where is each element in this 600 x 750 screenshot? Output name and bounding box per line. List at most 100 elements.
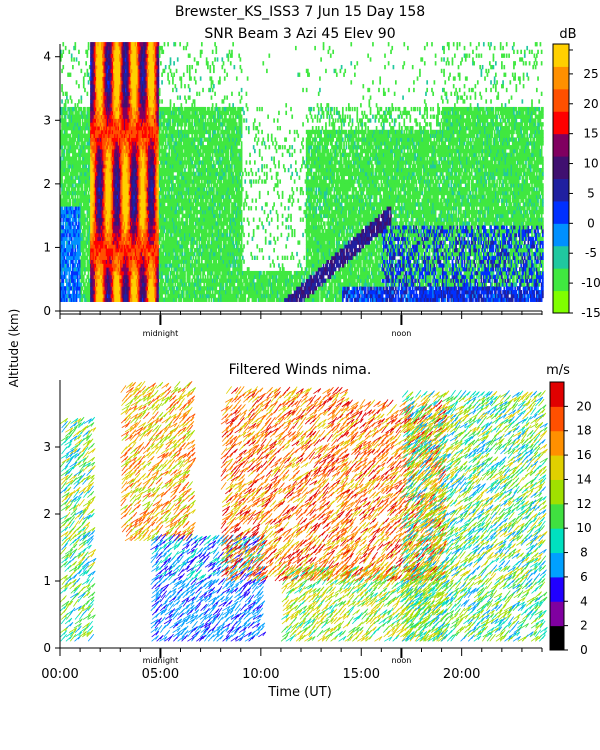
- snr-cell: [128, 209, 131, 215]
- snr-cell: [107, 84, 109, 89]
- snr-cell: [104, 126, 107, 131]
- snr-cell: [111, 57, 114, 62]
- snr-cell: [90, 213, 92, 219]
- snr-cell: [64, 297, 67, 302]
- snr-cell: [133, 240, 136, 245]
- snr-cell: [115, 110, 118, 116]
- snr-cell: [61, 164, 63, 169]
- snr-cell: [132, 263, 134, 268]
- snr-cell: [99, 160, 102, 165]
- snr-cell: [117, 156, 120, 161]
- snr-cell: [88, 133, 91, 138]
- snr-cell: [114, 282, 116, 287]
- snr-cell: [128, 194, 131, 199]
- snr-cell: [107, 141, 109, 146]
- snr-cell: [109, 156, 112, 161]
- snr-cell: [79, 194, 81, 199]
- snr-cell: [92, 209, 95, 215]
- snr-cell: [135, 251, 138, 257]
- snr-cell: [127, 118, 130, 123]
- snr-cell: [116, 217, 119, 222]
- snr-cell: [70, 251, 73, 257]
- snr-cell: [82, 236, 85, 241]
- snr-cell: [85, 145, 88, 150]
- snr-cell: [80, 236, 83, 241]
- snr-cell: [115, 148, 118, 154]
- snr-cell: [92, 278, 95, 283]
- snr-cell: [73, 278, 75, 283]
- snr-cell: [76, 183, 79, 188]
- snr-cell: [82, 179, 85, 184]
- snr-cell: [123, 293, 126, 299]
- snr-cell: [105, 49, 108, 55]
- snr-cell: [63, 244, 66, 249]
- snr-cell: [81, 171, 84, 177]
- snr-cell: [133, 267, 136, 272]
- snr-cell: [127, 57, 130, 62]
- snr-cell: [105, 187, 108, 192]
- snr-cell: [91, 87, 94, 93]
- snr-cell: [103, 209, 106, 215]
- snr-cell: [126, 228, 128, 234]
- snr-cell: [97, 87, 100, 93]
- snr-cell: [116, 236, 119, 241]
- snr-cell: [134, 183, 137, 188]
- snr-cell: [90, 87, 92, 93]
- snr-cell: [111, 240, 114, 245]
- snr-cell: [80, 240, 83, 245]
- snr-cell: [82, 76, 85, 81]
- snr-cell: [100, 248, 103, 253]
- snr-cell: [61, 255, 63, 260]
- snr-cell: [63, 110, 66, 116]
- snr-cell: [119, 129, 121, 135]
- snr-cell: [82, 255, 85, 260]
- snr-cell: [93, 95, 96, 100]
- snr-cell: [105, 126, 108, 131]
- snr-cell: [67, 228, 69, 234]
- snr-cell: [110, 171, 113, 177]
- snr-cell: [127, 122, 130, 127]
- snr-cell: [74, 255, 77, 260]
- snr-cell: [116, 164, 119, 169]
- snr-cell: [113, 236, 115, 241]
- snr-cell: [75, 167, 78, 173]
- snr-cell: [99, 194, 102, 199]
- snr-cell: [91, 263, 94, 268]
- snr-cell: [122, 156, 125, 161]
- snr-cell: [74, 152, 77, 158]
- snr-cell: [98, 49, 101, 55]
- snr-cell: [114, 91, 116, 96]
- snr-cell: [70, 110, 73, 116]
- snr-cell: [75, 175, 78, 180]
- snr-cell: [121, 49, 124, 55]
- snr-cell: [62, 49, 65, 55]
- snr-cell: [93, 87, 96, 93]
- snr-cell: [123, 255, 126, 260]
- snr-cell: [68, 267, 71, 272]
- snr-cell: [122, 255, 125, 260]
- snr-cell: [120, 103, 122, 108]
- snr-cell: [113, 99, 115, 104]
- snr-cell: [88, 156, 91, 161]
- snr-cell: [133, 194, 136, 199]
- snr-cell: [100, 290, 103, 295]
- snr-cell: [127, 61, 130, 66]
- snr-cell: [79, 126, 81, 131]
- snr-cell: [78, 255, 80, 260]
- snr-cell: [126, 53, 128, 58]
- snr-cell: [84, 187, 86, 192]
- snr-cell: [117, 217, 120, 222]
- snr-cell: [125, 61, 127, 66]
- snr-cell: [116, 175, 119, 180]
- snr-cell: [102, 293, 104, 299]
- snr-cell: [80, 209, 83, 215]
- snr-cell: [111, 236, 114, 241]
- snr-cell: [121, 175, 124, 180]
- snr-cell: [134, 293, 137, 299]
- snr-cell: [64, 110, 67, 116]
- snr-cell: [121, 152, 124, 158]
- snr-cell: [122, 64, 125, 70]
- snr-cell: [121, 206, 124, 211]
- snr-cell: [82, 126, 85, 131]
- snr-cell: [98, 198, 101, 203]
